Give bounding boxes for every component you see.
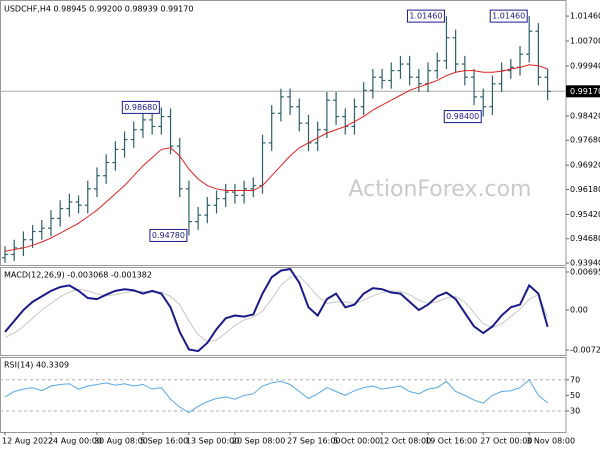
y-tick-label: 0.00 (570, 306, 588, 315)
y-tick-label: 0.94680 (570, 234, 600, 243)
watermark: ActionForex.com (349, 177, 532, 202)
x-tick-label: 27 Oct 00:00 (480, 437, 532, 446)
y-tick-label: 0.97680 (570, 136, 600, 145)
price-label-box (443, 110, 482, 124)
x-tick-label: 30 Aug 08:00 (94, 437, 148, 446)
moving-average (4, 64, 548, 252)
indicator-line (4, 379, 548, 414)
panel-title: USDCHF,H4 0.98945 0.99200 0.98939 0.9917… (4, 5, 193, 14)
price-label: 1.01460 (492, 12, 525, 21)
y-tick-label: 0.95420 (570, 210, 600, 219)
x-tick-label: 5 Sep 16:00 (140, 437, 188, 446)
y-tick-label: 0.93940 (570, 259, 600, 268)
indicator-line (4, 275, 549, 343)
x-tick-label: 5 Oct 00:00 (333, 437, 380, 446)
y-tick-label: 1.00700 (570, 37, 600, 46)
x-tick-label: 27 Sep 16:00 (287, 437, 340, 446)
panel-title: MACD(12,26,9) -0.003068 -0.001382 (4, 271, 152, 280)
y-tick-label: -0.007294 (570, 345, 600, 354)
price-label-box (489, 9, 528, 23)
price-label-box (121, 100, 160, 114)
x-tick-label: 24 Aug 00:00 (48, 437, 102, 446)
price-label-box (406, 9, 445, 23)
x-tick-label: 3 Nov 08:00 (526, 437, 575, 446)
y-tick-label: 1.01460 (570, 12, 600, 21)
x-tick-label: 12 Aug 2022 (2, 437, 53, 446)
price-label: 0.98680 (124, 103, 157, 112)
indicator-line (4, 267, 549, 353)
panel-title: RSI(14) 40.3309 (4, 361, 69, 370)
x-tick-label: 20 Sep 08:00 (232, 437, 285, 446)
y-tick-label: 30 (570, 406, 580, 415)
price-label-box (149, 228, 188, 242)
y-tick-label: 0.96920 (570, 161, 600, 170)
main-panel (0, 0, 567, 266)
price-label: 0.94780 (152, 231, 185, 240)
y-tick-label: 0.98420 (570, 111, 600, 120)
last-price-label: 0.99170 (570, 87, 600, 96)
y-tick-label: 50 (570, 391, 580, 400)
x-tick-label: 19 Oct 16:00 (425, 437, 477, 446)
x-tick-label: 13 Sep 00:00 (186, 437, 239, 446)
y-tick-label: 0.96180 (570, 185, 600, 194)
y-tick-label: 0.006954 (570, 267, 600, 276)
y-tick-label: 0.99940 (570, 62, 600, 71)
price-label: 1.01460 (409, 12, 442, 21)
macd-panel (0, 267, 567, 356)
y-tick-label: 70 (570, 375, 580, 384)
x-tick-label: 12 Oct 08:00 (379, 437, 431, 446)
rsi-panel (0, 357, 567, 433)
price-label: 0.98400 (446, 112, 479, 121)
last-price-box (566, 85, 600, 98)
